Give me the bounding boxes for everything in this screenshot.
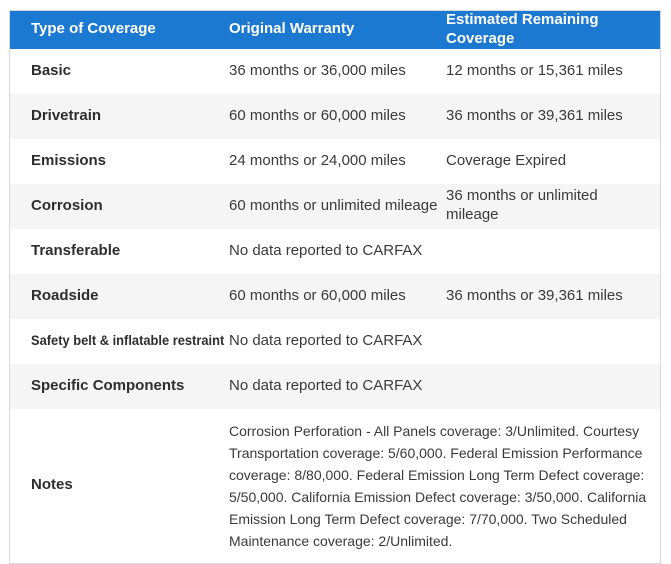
table-row-safety-belt: Safety belt & inflatable restraint No da… (10, 318, 660, 364)
warranty-coverage-table: Type of Coverage Original Warranty Estim… (9, 10, 661, 564)
original-warranty-value: 60 months or unlimited mileage (229, 196, 438, 214)
original-warranty-value: 60 months or 60,000 miles (229, 106, 406, 124)
table-row-emissions: Emissions 24 months or 24,000 miles Cove… (10, 138, 660, 184)
table-row-drivetrain: Drivetrain 60 months or 60,000 miles 36 … (10, 93, 660, 139)
original-warranty-value: 36 months or 36,000 miles (229, 61, 406, 79)
coverage-type-label: Emissions (31, 151, 107, 169)
coverage-type-label: Transferable (31, 241, 121, 259)
coverage-type-label: Drivetrain (31, 106, 102, 124)
remaining-coverage-value: 36 months or unlimited mileage (446, 187, 598, 223)
column-header-estimated-remaining-coverage: Estimated Remaining Coverage (446, 11, 599, 47)
notes-text: Corrosion Perforation - All Panels cover… (229, 422, 647, 549)
table-row-notes: Notes Corrosion Perforation - All Panels… (10, 408, 660, 563)
remaining-coverage-value: 12 months or 15,361 miles (446, 61, 623, 79)
original-warranty-value: No data reported to CARFAX (229, 376, 423, 394)
column-header-original-warranty: Original Warranty (229, 20, 355, 38)
table-row-basic: Basic 36 months or 36,000 miles 12 month… (10, 48, 660, 94)
notes-label: Notes (31, 476, 73, 494)
table-row-specific-components: Specific Components No data reported to … (10, 363, 660, 409)
table-row-corrosion: Corrosion 60 months or unlimited mileage… (10, 183, 660, 229)
original-warranty-value: No data reported to CARFAX (229, 331, 423, 349)
original-warranty-value: 24 months or 24,000 miles (229, 151, 406, 169)
coverage-type-label: Roadside (31, 286, 99, 304)
original-warranty-value: 60 months or 60,000 miles (229, 286, 406, 304)
column-header-type-of-coverage: Type of Coverage (31, 20, 156, 38)
coverage-type-label: Corrosion (31, 196, 103, 214)
table-header-row: Type of Coverage Original Warranty Estim… (10, 11, 660, 49)
table-row-roadside: Roadside 60 months or 60,000 miles 36 mo… (10, 273, 660, 319)
remaining-coverage-value: Coverage Expired (446, 151, 567, 169)
remaining-coverage-value: 36 months or 39,361 miles (446, 286, 623, 304)
coverage-type-label: Basic (31, 61, 72, 79)
remaining-coverage-value: 36 months or 39,361 miles (446, 106, 623, 124)
coverage-type-label: Specific Components (31, 376, 185, 394)
table-row-transferable: Transferable No data reported to CARFAX (10, 228, 660, 274)
original-warranty-value: No data reported to CARFAX (229, 241, 423, 259)
coverage-type-label: Safety belt & inflatable restraint (31, 332, 225, 349)
